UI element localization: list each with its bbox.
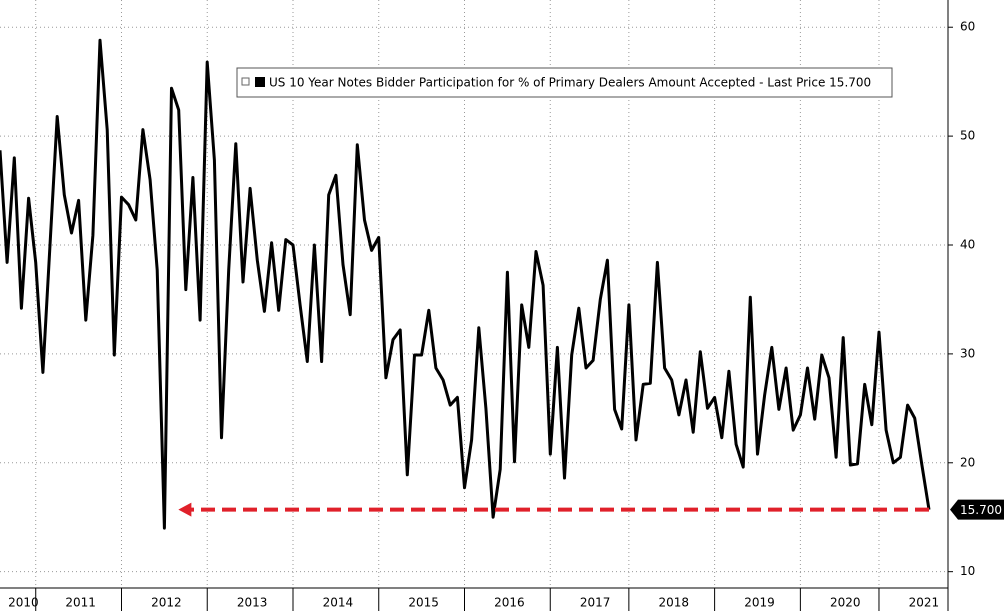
y-tick-label: 50 [960, 129, 975, 143]
legend: US 10 Year Notes Bidder Participation fo… [236, 67, 893, 98]
last-value-box [950, 499, 1004, 520]
x-tick-label: 2017 [580, 596, 611, 610]
annotation-arrowhead [178, 502, 192, 517]
x-tick-label: 2013 [237, 596, 268, 610]
x-tick-label: 2020 [830, 596, 861, 610]
x-tick-label: 2014 [323, 596, 354, 610]
last-value-label: 15.700 [960, 503, 1002, 517]
x-tick-label: 2015 [408, 596, 439, 610]
x-tick-label: 2011 [65, 596, 96, 610]
x-tick-label: 2016 [494, 596, 525, 610]
legend-label: US 10 Year Notes Bidder Participation fo… [269, 76, 871, 90]
x-tick-label: 2012 [151, 596, 182, 610]
data-line [0, 38, 931, 530]
legend-toggle [241, 77, 250, 86]
y-tick-label: 40 [960, 238, 975, 252]
y-tick-label: 10 [960, 564, 975, 578]
legend-box [236, 67, 893, 98]
x-tick-label: 2010 [8, 596, 39, 610]
y-tick-label: 20 [960, 455, 975, 469]
x-tick-label: 2018 [658, 596, 689, 610]
y-tick-label: 30 [960, 346, 975, 360]
legend-swatch [255, 77, 265, 87]
x-tick-label: 2019 [744, 596, 775, 610]
y-tick-label: 60 [960, 20, 975, 34]
x-tick-label: 2021 [909, 596, 940, 610]
